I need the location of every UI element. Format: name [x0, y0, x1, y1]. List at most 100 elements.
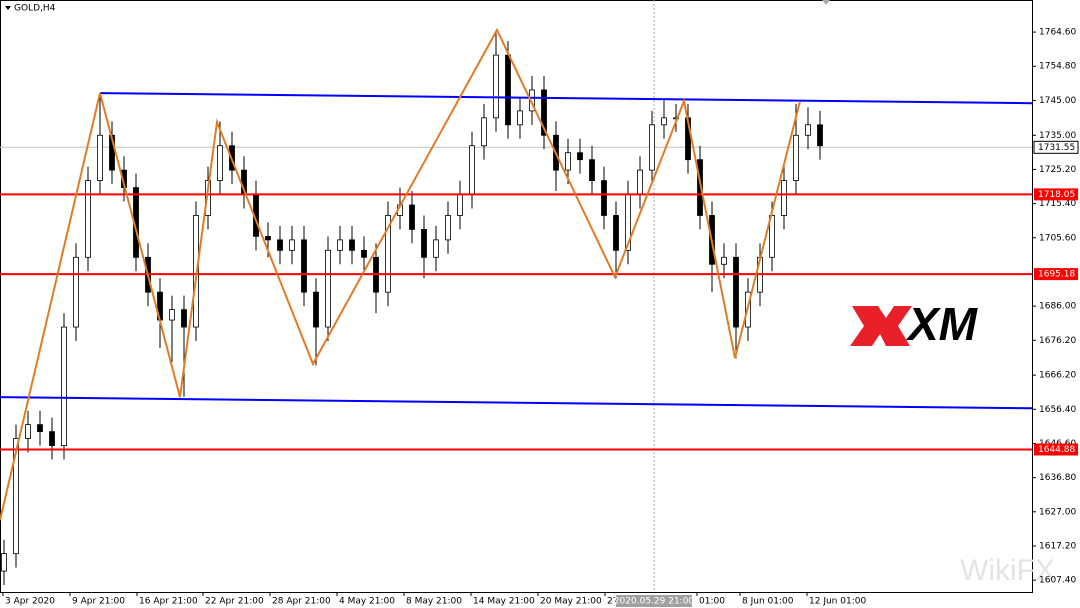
y-tick-label: 1745.00	[1039, 96, 1076, 106]
y-tick-label: 1705.60	[1039, 233, 1076, 243]
y-tick-label: 1686.00	[1039, 302, 1076, 312]
candle-body	[301, 239, 307, 293]
crosshair-label-bg	[616, 595, 692, 607]
candle-body	[217, 145, 223, 181]
candle-body	[361, 249, 367, 258]
x-tick-label: 8 May 21:00	[406, 597, 462, 607]
logo: XM	[850, 298, 979, 350]
candle-body	[793, 134, 799, 181]
candle-body	[517, 110, 523, 126]
y-tick-label: 1636.80	[1039, 473, 1076, 483]
candle-body	[493, 54, 499, 119]
candle-body	[13, 438, 19, 555]
shift-marker	[822, 0, 830, 5]
candle-body	[577, 152, 583, 161]
candle-body	[313, 291, 319, 328]
x-tick-label: 22 Apr 21:00	[205, 597, 264, 607]
candle-body	[541, 89, 547, 136]
menu-arrow	[5, 6, 11, 10]
candle-body	[265, 235, 271, 241]
candle-body	[637, 169, 643, 195]
candle-body	[481, 117, 487, 147]
candle-body	[349, 239, 355, 251]
candle-body	[733, 256, 739, 328]
trend-line	[99, 92, 1033, 105]
x-tick-label: 12 Jun 01:00	[809, 597, 866, 607]
y-tick-label: 1666.20	[1039, 371, 1076, 381]
trend-line	[0, 396, 1033, 410]
current-price-label: 1731.55	[1038, 143, 1075, 153]
candle-body	[457, 194, 463, 216]
candle-body	[73, 256, 79, 328]
candle-body	[49, 431, 55, 446]
level-label-bg	[1034, 268, 1078, 281]
candle-body	[589, 159, 595, 181]
candle-body	[469, 145, 475, 195]
candle-body	[421, 229, 427, 258]
candle-body	[661, 117, 667, 126]
candle-body	[613, 215, 619, 251]
candle-body	[325, 249, 331, 328]
y-tick-label: 1735.00	[1039, 131, 1076, 141]
candle-body	[601, 180, 607, 216]
y-tick-label: 1725.20	[1039, 165, 1076, 175]
candle-body	[37, 424, 43, 433]
level-label: 1644.88	[1038, 445, 1075, 455]
logo-mark	[850, 306, 912, 346]
candle-body	[781, 180, 787, 216]
candle-body	[205, 180, 211, 216]
plot-frame	[0, 0, 1033, 593]
candle-body	[805, 124, 811, 136]
candle-body	[817, 124, 823, 147]
candle-body	[649, 124, 655, 171]
x-tick-label: 27	[607, 597, 618, 607]
x-tick-label: 20 May 21:00	[540, 597, 602, 607]
y-tick-label: 1676.20	[1039, 336, 1076, 346]
chart-title: GOLD,H4	[14, 4, 56, 14]
candle-body	[409, 204, 415, 230]
y-tick-label: 1715.40	[1039, 199, 1076, 209]
candle-body	[565, 152, 571, 171]
y-tick-label: 1754.80	[1039, 62, 1076, 72]
crosshair-label: 2020.05.29 21:00	[614, 597, 695, 607]
candle-body	[385, 215, 391, 293]
y-tick-label: 1764.60	[1039, 28, 1076, 38]
x-tick-label: 3 Apr 2020	[5, 597, 55, 607]
candle-body	[721, 256, 727, 265]
x-tick-label: 28 Apr 21:00	[272, 597, 331, 607]
candle-body	[25, 424, 31, 439]
candle-body	[337, 239, 343, 251]
x-tick-label: 9 Apr 21:00	[72, 597, 125, 607]
candle-body	[277, 239, 283, 251]
candle-body	[433, 239, 439, 258]
x-tick-label: 01:00	[699, 597, 725, 607]
y-tick-label: 1617.20	[1039, 541, 1076, 551]
x-tick-label: 8 Jun 01:00	[742, 597, 794, 607]
candle-body	[529, 89, 535, 112]
candle-body	[169, 309, 175, 321]
level-label: 1718.05	[1038, 190, 1075, 200]
candle-body	[505, 54, 511, 126]
zigzag-line	[0, 27, 801, 521]
y-tick-label: 1627.00	[1039, 507, 1076, 517]
candle-body	[445, 215, 451, 241]
candle-body	[85, 180, 91, 258]
candle-body	[1, 553, 7, 572]
x-tick-label: 4 May 21:00	[339, 597, 395, 607]
level-label-bg	[1034, 188, 1078, 201]
logo-text: XM	[905, 298, 979, 350]
candle-body	[97, 134, 103, 181]
x-tick-label: 14 May 21:00	[473, 597, 535, 607]
candle-body	[289, 239, 295, 251]
x-tick-label: 16 Apr 21:00	[139, 597, 198, 607]
candle-body	[181, 309, 187, 328]
level-label: 1695.18	[1038, 270, 1075, 280]
candle-body	[697, 159, 703, 216]
current-price-bg	[1033, 140, 1079, 154]
y-tick-label: 1607.40	[1039, 576, 1076, 586]
level-label-bg	[1034, 443, 1078, 456]
candle-body	[61, 326, 67, 446]
y-tick-label: 1656.40	[1039, 405, 1076, 415]
